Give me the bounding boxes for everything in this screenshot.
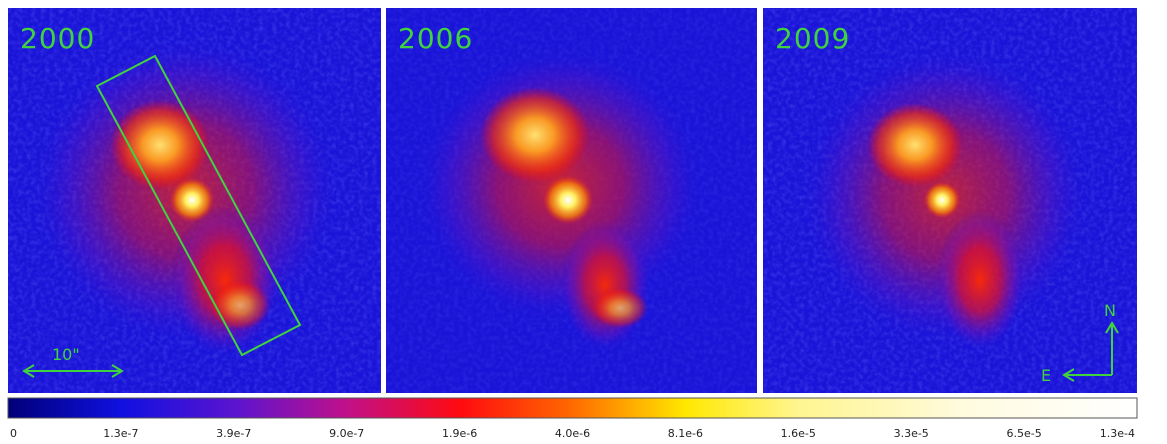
compass-north: N — [1104, 301, 1116, 320]
colorbar-tick-label: 1.3e-4 — [1100, 427, 1135, 440]
colorbar-tick-label: 0 — [10, 427, 17, 440]
colorbar-tick-label: 9.0e-7 — [329, 427, 364, 440]
image-panel — [763, 8, 1137, 393]
colorbar-tick-label: 8.1e-6 — [668, 427, 703, 440]
compass-arrow — [1105, 321, 1119, 334]
scale-label: 10" — [52, 345, 80, 364]
colorbar-tick-label: 4.0e-6 — [555, 427, 590, 440]
colorbar — [7, 397, 1138, 419]
colorbar-tick-label: 3.3e-5 — [894, 427, 929, 440]
image-panel — [8, 8, 381, 393]
compass-east: E — [1041, 366, 1051, 385]
panel-year: 2009 — [775, 22, 850, 55]
colorbar-tick-label: 1.3e-7 — [103, 427, 138, 440]
scale-bar — [22, 364, 35, 378]
scale-bar — [111, 364, 124, 378]
colorbar-tick-label: 6.5e-5 — [1006, 427, 1041, 440]
colorbar-tick-label: 1.9e-6 — [442, 427, 477, 440]
colorbar-tick-label: 1.6e-5 — [781, 427, 816, 440]
image-panel — [386, 8, 757, 393]
panel-year: 2000 — [20, 22, 95, 55]
compass-arrow — [1062, 368, 1075, 382]
panel-year: 2006 — [398, 22, 473, 55]
colorbar-tick-label: 3.9e-7 — [216, 427, 251, 440]
